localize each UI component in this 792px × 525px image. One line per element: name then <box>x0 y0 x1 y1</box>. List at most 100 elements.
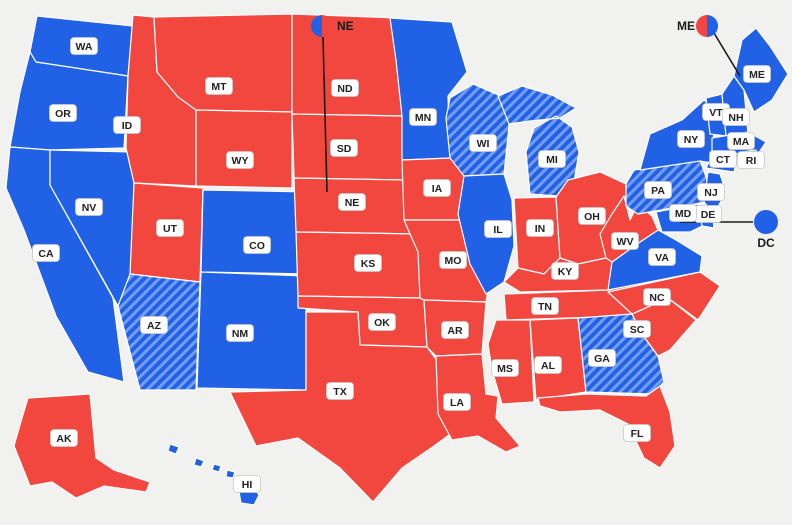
svg-text:ID: ID <box>122 120 133 132</box>
svg-text:CO: CO <box>249 240 265 252</box>
callout-line-ne <box>322 36 328 193</box>
state-label-wy: WY <box>226 151 254 169</box>
state-label-wa: WA <box>70 37 98 55</box>
state-wy[interactable] <box>195 109 293 189</box>
svg-text:NJ: NJ <box>704 187 718 199</box>
svg-text:VT: VT <box>709 107 723 119</box>
state-fl[interactable] <box>537 385 676 469</box>
svg-text:WY: WY <box>232 155 249 167</box>
state-label-ut: UT <box>156 219 184 237</box>
svg-text:OK: OK <box>374 317 390 329</box>
state-label-mi: MI <box>538 150 566 168</box>
svg-text:AL: AL <box>541 360 556 372</box>
state-label-ri: RI <box>737 151 765 169</box>
callout-pie-me-right[interactable] <box>707 15 718 37</box>
svg-text:MI: MI <box>546 154 558 166</box>
state-label-il: IL <box>484 220 512 238</box>
state-label-sc: SC <box>623 320 651 338</box>
callout-pie-me-left[interactable] <box>696 15 707 37</box>
state-label-ga: GA <box>588 349 616 367</box>
state-label-ky: KY <box>551 262 579 280</box>
svg-text:IA: IA <box>432 183 443 195</box>
state-label-wv: WV <box>611 232 639 250</box>
state-label-ok: OK <box>368 313 396 331</box>
svg-text:HI: HI <box>242 479 253 491</box>
state-label-ma: MA <box>727 132 755 150</box>
svg-text:ME: ME <box>749 69 765 81</box>
state-label-ms: MS <box>491 359 519 377</box>
svg-text:TX: TX <box>333 386 346 398</box>
state-label-va: VA <box>648 248 676 266</box>
svg-text:FL: FL <box>631 428 644 440</box>
state-label-fl: FL <box>623 424 651 442</box>
svg-text:NV: NV <box>82 202 97 214</box>
state-label-me: ME <box>743 65 771 83</box>
svg-text:WV: WV <box>617 236 634 248</box>
state-label-nc: NC <box>643 288 671 306</box>
svg-text:AK: AK <box>56 433 72 445</box>
state-label-ne: NE <box>338 193 366 211</box>
state-hi[interactable] <box>167 443 260 506</box>
svg-text:GA: GA <box>594 353 610 365</box>
state-label-ny: NY <box>677 130 705 148</box>
state-ak[interactable] <box>13 393 151 499</box>
state-label-tn: TN <box>531 297 559 315</box>
state-label-tx: TX <box>326 382 354 400</box>
svg-text:NC: NC <box>649 292 665 304</box>
svg-text:NY: NY <box>684 134 699 146</box>
svg-text:IN: IN <box>535 223 546 235</box>
svg-text:OH: OH <box>584 211 600 223</box>
svg-text:RI: RI <box>746 155 757 167</box>
svg-text:CA: CA <box>38 248 54 260</box>
state-label-ia: IA <box>423 179 451 197</box>
state-label-la: LA <box>443 393 471 411</box>
state-label-nd: ND <box>331 79 359 97</box>
svg-text:KS: KS <box>361 258 376 270</box>
svg-text:TN: TN <box>538 301 552 313</box>
state-or[interactable] <box>9 51 129 151</box>
svg-text:NM: NM <box>232 328 249 340</box>
state-label-co: CO <box>243 236 271 254</box>
svg-text:SD: SD <box>337 143 352 155</box>
svg-text:MD: MD <box>675 208 692 220</box>
state-mi[interactable] <box>497 85 580 197</box>
svg-text:MA: MA <box>733 136 750 148</box>
svg-text:WA: WA <box>76 41 93 53</box>
state-label-ct: CT <box>709 150 737 168</box>
svg-text:KY: KY <box>558 266 573 278</box>
state-label-hi: HI <box>233 475 261 493</box>
state-tx[interactable] <box>229 311 465 503</box>
state-label-id: ID <box>113 116 141 134</box>
state-label-de: DE <box>694 205 722 223</box>
svg-text:SC: SC <box>630 324 645 336</box>
svg-text:UT: UT <box>163 223 178 235</box>
state-la[interactable] <box>435 353 521 453</box>
state-label-al: AL <box>534 356 562 374</box>
state-label-md: MD <box>669 204 697 222</box>
state-label-mt: MT <box>205 77 233 95</box>
state-label-mn: MN <box>409 108 437 126</box>
svg-text:CT: CT <box>716 154 731 166</box>
svg-text:MN: MN <box>415 112 431 124</box>
state-label-az: AZ <box>140 316 168 334</box>
state-label-or: OR <box>49 104 77 122</box>
callout-pie-ne-right[interactable] <box>322 15 333 37</box>
svg-text:MS: MS <box>497 363 513 375</box>
callout-dot-dc[interactable] <box>754 210 778 234</box>
state-label-ak: AK <box>50 429 78 447</box>
svg-text:AZ: AZ <box>147 320 162 332</box>
state-label-ar: AR <box>441 321 469 339</box>
state-label-ca: CA <box>32 244 60 262</box>
svg-text:LA: LA <box>450 397 464 409</box>
state-label-wi: WI <box>469 134 497 152</box>
state-label-oh: OH <box>578 207 606 225</box>
callout-pie-ne-left[interactable] <box>311 15 322 37</box>
state-label-nm: NM <box>226 324 254 342</box>
svg-text:MT: MT <box>211 81 227 93</box>
state-label-ks: KS <box>354 254 382 272</box>
svg-text:DE: DE <box>701 209 716 221</box>
state-label-pa: PA <box>644 181 672 199</box>
state-label-nh: NH <box>722 108 750 126</box>
